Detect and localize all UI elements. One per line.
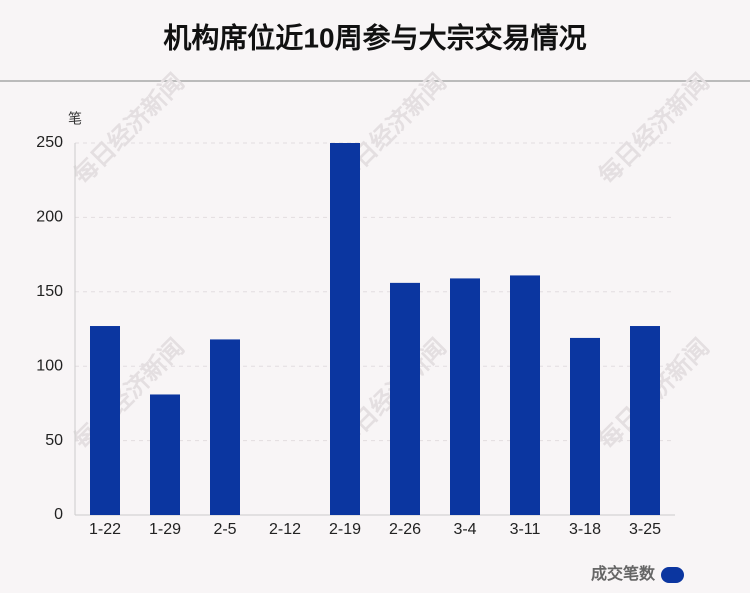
y-tick-label: 50	[45, 432, 63, 449]
x-tick-label: 1-29	[149, 521, 181, 538]
chart-title: 机构席位近10周参与大宗交易情况	[163, 21, 586, 53]
y-axis-unit: 笔	[68, 111, 82, 127]
y-tick-label: 100	[36, 357, 63, 374]
bar	[510, 275, 540, 515]
x-tick-label: 3-11	[510, 521, 541, 538]
bar	[630, 326, 660, 515]
x-tick-label: 3-25	[629, 521, 661, 538]
bar	[90, 326, 120, 515]
x-tick-label: 3-4	[453, 521, 476, 538]
bar	[330, 143, 360, 515]
x-tick-label: 2-26	[389, 521, 421, 538]
bar	[450, 278, 480, 515]
x-tick-label: 1-22	[89, 521, 121, 538]
legend-swatch	[661, 567, 684, 583]
y-tick-label: 250	[36, 134, 63, 151]
x-tick-label: 3-18	[569, 521, 601, 538]
bar	[150, 394, 180, 515]
x-tick-label: 2-5	[213, 521, 236, 538]
y-tick-label: 0	[54, 506, 63, 523]
legend-label: 成交笔数	[591, 564, 656, 583]
bar	[570, 337, 600, 515]
x-tick-label: 2-19	[329, 521, 361, 538]
x-tick-label: 2-12	[269, 521, 301, 538]
bar	[210, 339, 240, 515]
y-tick-label: 200	[36, 209, 63, 226]
bar	[390, 282, 420, 515]
y-tick-label: 150	[36, 283, 63, 300]
